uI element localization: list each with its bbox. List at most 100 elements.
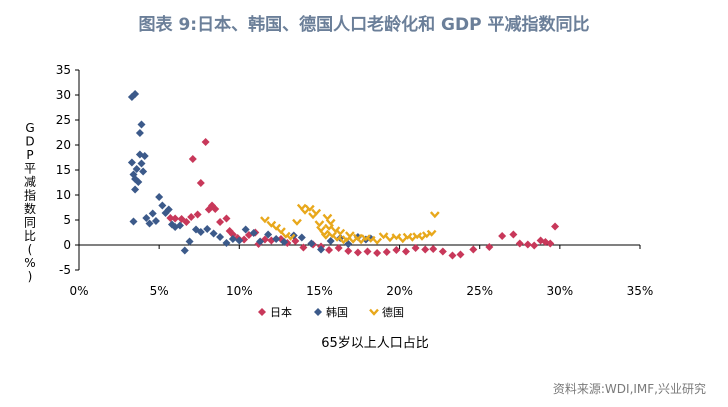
- data-point: [456, 250, 465, 259]
- data-point: [324, 223, 334, 231]
- y-tick-label: 5: [63, 213, 71, 227]
- data-point: [344, 247, 353, 255]
- data-point: [334, 244, 343, 252]
- legend-label: 韩国: [326, 305, 348, 319]
- data-point: [348, 236, 358, 244]
- data-point: [363, 247, 372, 256]
- data-point: [402, 232, 413, 240]
- data-point: [264, 230, 273, 239]
- data-point: [356, 237, 366, 245]
- x-tick-label: 30%: [547, 284, 574, 298]
- data-point: [469, 245, 478, 254]
- data-point: [325, 246, 334, 254]
- data-point: [344, 231, 355, 239]
- legend-marker: [314, 308, 322, 316]
- data-point: [132, 165, 141, 173]
- data-point: [228, 230, 237, 239]
- legend-marker: [258, 308, 266, 316]
- data-point: [182, 218, 191, 226]
- data-point: [235, 236, 244, 245]
- y-tick-label: 30: [56, 88, 71, 102]
- data-point: [407, 234, 418, 242]
- data-point: [272, 235, 281, 243]
- y-tick-label: 10: [56, 188, 71, 202]
- data-point: [266, 220, 277, 228]
- data-point: [498, 232, 507, 240]
- data-point: [164, 205, 173, 214]
- data-point: [203, 225, 212, 233]
- data-point: [325, 218, 336, 226]
- data-point: [320, 232, 331, 240]
- data-point: [209, 229, 218, 238]
- data-point: [530, 241, 539, 250]
- legend-marker: [369, 308, 379, 316]
- data-point: [382, 248, 391, 256]
- y-tick-label: -5: [59, 263, 71, 277]
- data-point: [175, 221, 184, 230]
- data-point: [304, 204, 315, 212]
- data-point: [155, 193, 164, 201]
- data-point: [327, 231, 338, 239]
- data-point: [391, 233, 402, 241]
- data-point: [311, 208, 322, 216]
- data-point: [151, 217, 160, 225]
- data-point: [392, 246, 401, 254]
- data-point: [135, 129, 144, 137]
- x-tick-label: 10%: [226, 284, 253, 298]
- data-point: [523, 240, 532, 249]
- data-point: [426, 229, 437, 237]
- x-tick-label: 0%: [69, 284, 88, 298]
- data-point: [551, 222, 560, 231]
- data-point: [180, 246, 189, 255]
- data-point: [196, 179, 205, 187]
- data-point: [131, 90, 140, 98]
- data-point: [335, 228, 346, 236]
- x-tick-label: 5%: [150, 284, 169, 298]
- data-point: [185, 237, 194, 246]
- data-point: [137, 159, 146, 168]
- x-tick-label: 25%: [466, 284, 493, 298]
- data-point: [353, 248, 362, 257]
- chart-title: 图表 9:日本、韩国、德国人口老龄化和 GDP 平减指数同比: [138, 15, 590, 35]
- data-point: [280, 231, 291, 239]
- data-point: [222, 239, 231, 247]
- data-point: [280, 238, 289, 246]
- y-tick-label: 15: [56, 163, 71, 177]
- data-point: [326, 237, 335, 245]
- data-point: [131, 185, 140, 194]
- axes: -5 0 5 10 15 20 25 30 35 0% 5% 10% 15% 20% 25% 30% 35%: [56, 63, 654, 298]
- data-point: [139, 167, 148, 176]
- data-point: [241, 225, 250, 234]
- data-point: [140, 152, 149, 160]
- data-point: [216, 233, 225, 241]
- data-point: [216, 218, 225, 226]
- y-tick-label: 25: [56, 113, 71, 127]
- data-point: [509, 230, 518, 239]
- data-point: [285, 233, 296, 241]
- data-point: [417, 233, 427, 241]
- data-point: [372, 237, 383, 245]
- x-axis-label: 65岁以上人口占比: [321, 336, 429, 351]
- data-point: [546, 239, 555, 248]
- data-point: [344, 240, 353, 248]
- data-point: [142, 214, 151, 222]
- y-tick-label: 35: [56, 63, 71, 77]
- data-point: [201, 138, 210, 146]
- data-point: [412, 232, 423, 240]
- data-point: [438, 247, 447, 256]
- data-point: [322, 213, 333, 221]
- data-point: [515, 239, 524, 248]
- data-point: [361, 234, 371, 242]
- data-point: [211, 205, 220, 213]
- data-point: [256, 237, 265, 246]
- data-point: [188, 155, 197, 163]
- data-point: [385, 235, 395, 243]
- data-point: [187, 213, 196, 221]
- data-point: [260, 216, 270, 224]
- legend: 日本 韩国 德国: [258, 305, 404, 319]
- data-point: [276, 227, 286, 235]
- data-point: [373, 249, 382, 257]
- data-point: [332, 234, 342, 242]
- legend-label: 日本: [270, 305, 292, 319]
